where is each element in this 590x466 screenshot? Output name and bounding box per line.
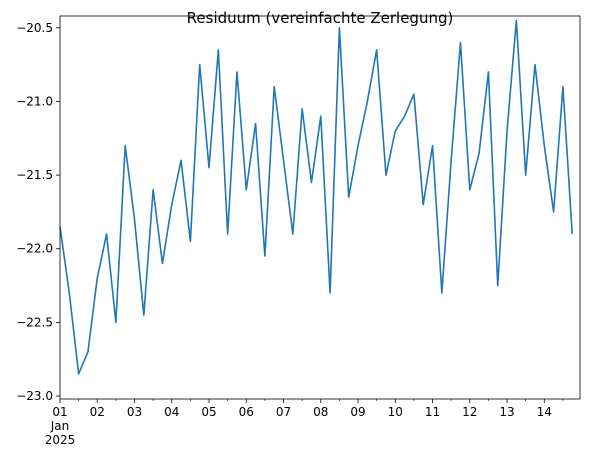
x-tick-year-label: 2025 bbox=[45, 433, 76, 447]
x-tick-label: 05 bbox=[201, 405, 216, 419]
x-tick-label: 12 bbox=[462, 405, 477, 419]
y-tick-label: −20.5 bbox=[16, 21, 53, 35]
y-tick-label: −22.5 bbox=[16, 315, 53, 329]
x-tick-label: 02 bbox=[90, 405, 105, 419]
chart-title: Residuum (vereinfachte Zerlegung) bbox=[187, 9, 454, 27]
y-tick-label: −23.0 bbox=[16, 389, 53, 403]
y-tick-label: −21.5 bbox=[16, 168, 53, 182]
x-tick-label: 13 bbox=[499, 405, 514, 419]
x-tick-label: 07 bbox=[276, 405, 291, 419]
plot-area bbox=[59, 19, 574, 375]
x-tick-label: 09 bbox=[350, 405, 365, 419]
x-tick-label: 03 bbox=[127, 405, 142, 419]
axes-frame bbox=[59, 15, 581, 400]
x-tick-label: 11 bbox=[425, 405, 440, 419]
x-tick-label: 04 bbox=[164, 405, 179, 419]
y-tick-label: −21.0 bbox=[16, 94, 53, 108]
x-tick-label: 08 bbox=[313, 405, 328, 419]
series-line-0 bbox=[59, 19, 574, 375]
x-tick-label: 10 bbox=[388, 405, 403, 419]
x-tick-label: 14 bbox=[537, 405, 552, 419]
y-axis: −23.0 −22.5 −22.0 −21.5 −21.0 −20.5 bbox=[16, 21, 60, 403]
x-tick-label: 06 bbox=[239, 405, 254, 419]
x-tick-month-label: Jan bbox=[50, 419, 70, 433]
y-tick-label: −22.0 bbox=[16, 242, 53, 256]
x-tick-label: 01 bbox=[52, 405, 67, 419]
